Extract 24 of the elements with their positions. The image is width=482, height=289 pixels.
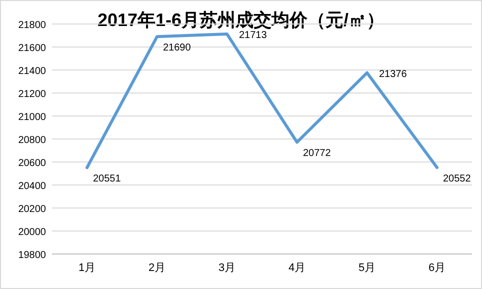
data-label: 21713 bbox=[239, 30, 268, 42]
y-tick-label: 20400 bbox=[18, 181, 46, 192]
x-tick-label: 3月 bbox=[218, 262, 236, 274]
y-tick-label: 20600 bbox=[18, 158, 46, 169]
line-series bbox=[86, 32, 438, 170]
y-tick-label: 20200 bbox=[18, 204, 46, 215]
y-tick-label: 21400 bbox=[18, 66, 46, 77]
data-label: 21376 bbox=[379, 68, 408, 80]
y-tick-label: 21800 bbox=[18, 20, 46, 31]
y-tick-label: 20800 bbox=[18, 135, 46, 146]
x-tick-label: 5月 bbox=[358, 262, 376, 274]
y-tick-label: 21000 bbox=[18, 112, 46, 123]
x-tick-label: 1月 bbox=[78, 262, 96, 274]
data-label: 20552 bbox=[443, 174, 472, 185]
data-label: 20772 bbox=[303, 148, 332, 160]
y-tick-label: 21600 bbox=[18, 43, 46, 54]
y-tick-label: 20000 bbox=[18, 227, 46, 238]
data-label: 20551 bbox=[93, 174, 122, 185]
y-tick-label: 21200 bbox=[18, 89, 46, 100]
x-tick-label: 6月 bbox=[428, 262, 446, 274]
x-tick-label: 2月 bbox=[148, 262, 166, 274]
y-tick-label: 19800 bbox=[18, 250, 46, 261]
data-label: 21690 bbox=[163, 42, 192, 54]
x-tick-label: 4月 bbox=[288, 262, 306, 274]
